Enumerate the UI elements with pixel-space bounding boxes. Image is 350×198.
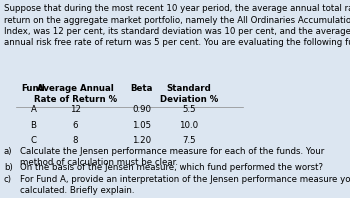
Text: Average Annual
Rate of Return %: Average Annual Rate of Return % bbox=[34, 84, 117, 104]
Text: 7.5: 7.5 bbox=[182, 136, 196, 145]
Text: B: B bbox=[30, 121, 36, 130]
Text: 6: 6 bbox=[72, 121, 78, 130]
Text: A: A bbox=[30, 105, 36, 114]
Text: b): b) bbox=[4, 163, 13, 172]
Text: For Fund A, provide an interpretation of the Jensen performance measure you
calc: For Fund A, provide an interpretation of… bbox=[20, 175, 350, 195]
Text: Beta: Beta bbox=[131, 84, 153, 93]
Text: a): a) bbox=[4, 147, 12, 156]
Text: 12: 12 bbox=[70, 105, 81, 114]
Text: 10.0: 10.0 bbox=[179, 121, 198, 130]
Text: 5.5: 5.5 bbox=[182, 105, 196, 114]
Text: 0.90: 0.90 bbox=[132, 105, 152, 114]
Text: Calculate the Jensen performance measure for each of the funds. Your
method of c: Calculate the Jensen performance measure… bbox=[20, 147, 324, 168]
Text: Fund: Fund bbox=[22, 84, 45, 93]
Text: 1.20: 1.20 bbox=[132, 136, 152, 145]
Text: Standard
Deviation %: Standard Deviation % bbox=[160, 84, 218, 104]
Text: 1.05: 1.05 bbox=[132, 121, 152, 130]
Text: On the basis of the Jensen measure, which fund performed the worst?: On the basis of the Jensen measure, whic… bbox=[20, 163, 323, 172]
Text: c): c) bbox=[4, 175, 12, 184]
Text: 8: 8 bbox=[72, 136, 78, 145]
Text: Suppose that during the most recent 10 year period, the average annual total rat: Suppose that during the most recent 10 y… bbox=[4, 4, 350, 48]
Text: C: C bbox=[30, 136, 36, 145]
